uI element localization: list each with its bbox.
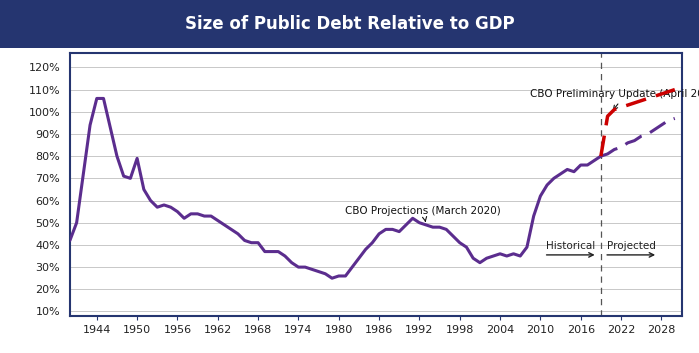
Text: Projected: Projected bbox=[607, 241, 656, 251]
Text: Historical: Historical bbox=[546, 241, 596, 251]
Text: Size of Public Debt Relative to GDP: Size of Public Debt Relative to GDP bbox=[185, 15, 514, 33]
Text: CBO Preliminary Update (April 2020): CBO Preliminary Update (April 2020) bbox=[531, 89, 699, 110]
Text: CBO Projections (March 2020): CBO Projections (March 2020) bbox=[345, 205, 501, 221]
